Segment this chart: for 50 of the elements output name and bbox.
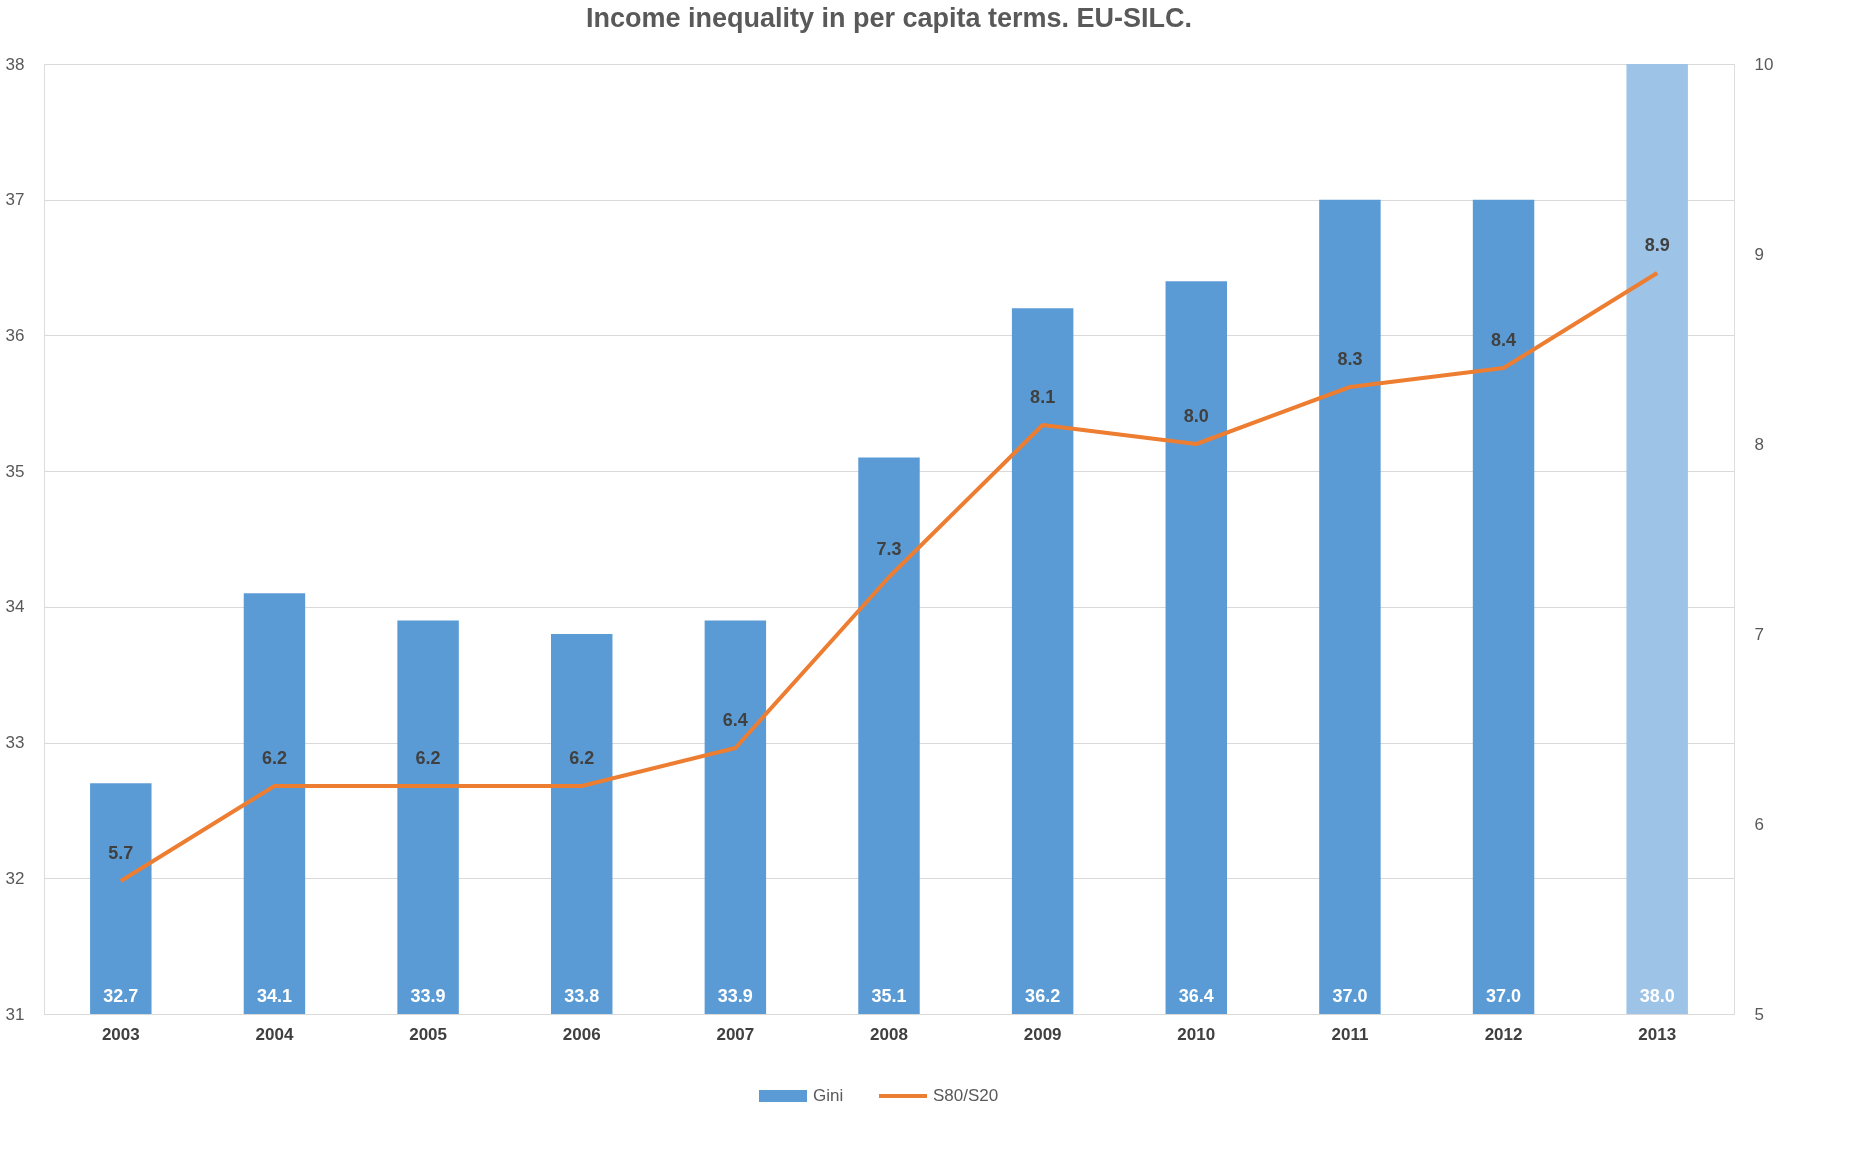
data-label: 36.4 xyxy=(1178,986,1214,1006)
data-label: 35.1 xyxy=(871,986,907,1006)
y2-tick-label: 6 xyxy=(1754,814,1764,834)
data-label: 33.9 xyxy=(717,986,753,1006)
legend-label: Gini xyxy=(813,1086,844,1105)
data-label: 8.1 xyxy=(1030,387,1056,407)
data-label: 7.3 xyxy=(876,539,902,559)
data-label: 36.2 xyxy=(1025,986,1061,1006)
y-tick-label: 37 xyxy=(5,190,25,210)
y2-tick-label: 10 xyxy=(1754,54,1774,74)
y2-tick-label: 8 xyxy=(1754,434,1764,454)
x-tick-label: 2011 xyxy=(1331,1024,1369,1044)
y2-tick-label: 7 xyxy=(1754,624,1764,644)
data-label: 6.2 xyxy=(569,748,595,768)
y-tick-label: 36 xyxy=(5,325,25,345)
y-tick-label: 31 xyxy=(5,1004,25,1024)
x-tick-label: 2008 xyxy=(870,1024,908,1044)
data-label: 37.0 xyxy=(1486,986,1522,1006)
x-tick-label: 2009 xyxy=(1023,1024,1062,1044)
data-label: 6.2 xyxy=(261,748,287,768)
data-label: 32.7 xyxy=(103,986,139,1006)
data-label: 8.9 xyxy=(1644,235,1670,255)
y-tick-label: 34 xyxy=(5,597,25,617)
data-label: 8.0 xyxy=(1183,406,1209,426)
legend-label: S80/S20 xyxy=(933,1086,999,1105)
data-label: 33.9 xyxy=(410,986,446,1006)
data-label: 34.1 xyxy=(256,986,292,1006)
y-tick-label: 33 xyxy=(5,733,25,753)
data-label: 33.8 xyxy=(564,986,600,1006)
x-tick-label: 2006 xyxy=(562,1024,601,1044)
x-tick-label: 2004 xyxy=(255,1024,294,1044)
x-tick-label: 2005 xyxy=(409,1024,447,1044)
data-label: 8.4 xyxy=(1491,330,1517,350)
y2-tick-label: 9 xyxy=(1754,244,1764,264)
data-label: 8.3 xyxy=(1337,349,1363,369)
y-tick-label: 35 xyxy=(5,461,25,481)
data-label: 6.4 xyxy=(722,710,748,730)
y-tick-label: 32 xyxy=(5,868,25,888)
y-tick-label: 38 xyxy=(5,54,25,74)
data-label: 38.0 xyxy=(1639,986,1675,1006)
x-tick-label: 2003 xyxy=(101,1024,140,1044)
data-label: 37.0 xyxy=(1332,986,1368,1006)
data-label: 6.2 xyxy=(415,748,441,768)
x-tick-label: 2007 xyxy=(716,1024,755,1044)
x-tick-label: 2012 xyxy=(1484,1024,1523,1044)
x-tick-label: 2013 xyxy=(1638,1024,1677,1044)
y2-tick-label: 5 xyxy=(1754,1004,1764,1024)
chart-title: Income inequality in per capita terms. EU-SILC. xyxy=(585,3,1193,33)
x-tick-label: 2010 xyxy=(1177,1024,1216,1044)
data-label: 5.7 xyxy=(108,843,134,863)
